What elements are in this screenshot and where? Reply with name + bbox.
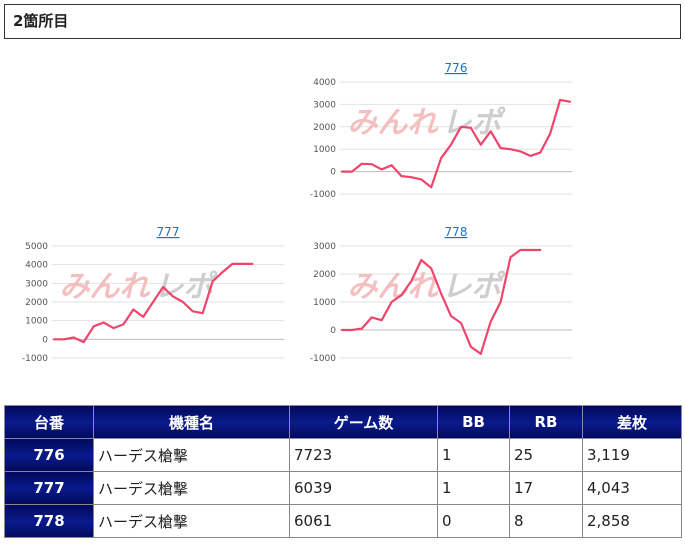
header-machine-number: 台番 xyxy=(4,405,94,439)
watermark-logo: レポ xyxy=(441,269,506,304)
section-title: 2箇所目 xyxy=(4,4,681,39)
y-tick-label: 5000 xyxy=(25,242,48,252)
y-tick-label: -1000 xyxy=(310,354,336,364)
header-rb: RB xyxy=(509,405,583,439)
machine-data-table: 台番 機種名 ゲーム数 BB RB 差枚 776 ハーデス槍撃 7723 1 2… xyxy=(4,405,682,538)
header-machine-name: 機種名 xyxy=(93,405,290,439)
difference: 4,043 xyxy=(582,471,682,505)
header-bb: BB xyxy=(437,405,510,439)
chart-777: 777 -1000 0 1000 2000 3000 4000 5000 みんれ レポ xyxy=(12,220,292,370)
table-row: 777 ハーデス槍撃 6039 1 17 4,043 xyxy=(4,471,682,505)
y-tick-label: 2000 xyxy=(313,123,336,133)
series-line xyxy=(52,262,254,344)
machine-name: ハーデス槍撃 xyxy=(93,438,290,472)
y-tick-label: -1000 xyxy=(310,190,336,200)
y-tick-label: 0 xyxy=(330,326,336,336)
bb-count: 1 xyxy=(437,438,510,472)
bb-count: 0 xyxy=(437,504,510,538)
header-game-count: ゲーム数 xyxy=(289,405,438,439)
y-tick-label: 1000 xyxy=(313,298,336,308)
y-tick-label: 4000 xyxy=(25,261,48,271)
rb-count: 17 xyxy=(509,471,583,505)
y-tick-label: 2000 xyxy=(25,298,48,308)
y-tick-label: 3000 xyxy=(313,100,336,110)
game-count: 6061 xyxy=(289,504,438,538)
machine-number: 778 xyxy=(4,504,94,538)
bb-count: 1 xyxy=(437,471,510,505)
game-count: 7723 xyxy=(289,438,438,472)
table-header-row: 台番 機種名 ゲーム数 BB RB 差枚 xyxy=(4,405,682,439)
watermark-logo: みんれ xyxy=(347,105,438,140)
difference: 2,858 xyxy=(582,504,682,538)
y-tick-label: 1000 xyxy=(25,317,48,327)
chart-title-link[interactable]: 776 xyxy=(445,61,468,75)
chart-title-link[interactable]: 778 xyxy=(445,225,468,239)
y-tick-label: 2000 xyxy=(313,270,336,280)
series-line xyxy=(340,98,572,189)
chart-title-link[interactable]: 777 xyxy=(157,225,180,239)
chart-776: 776 -1000 0 1000 2000 3000 4000 みんれ レポ xyxy=(300,56,580,206)
machine-name: ハーデス槍撃 xyxy=(93,471,290,505)
table-row: 776 ハーデス槍撃 7723 1 25 3,119 xyxy=(4,438,682,472)
y-tick-label: 3000 xyxy=(313,242,336,252)
machine-number: 776 xyxy=(4,438,94,472)
y-tick-label: 4000 xyxy=(313,78,336,88)
y-tick-label: -1000 xyxy=(22,354,48,364)
series-line xyxy=(340,248,542,355)
y-tick-label: 0 xyxy=(330,168,336,178)
machine-name: ハーデス槍撃 xyxy=(93,504,290,538)
rb-count: 8 xyxy=(509,504,583,538)
game-count: 6039 xyxy=(289,471,438,505)
y-tick-label: 1000 xyxy=(313,145,336,155)
y-tick-label: 3000 xyxy=(25,279,48,289)
header-difference: 差枚 xyxy=(582,405,682,439)
y-tick-label: 0 xyxy=(42,335,48,345)
rb-count: 25 xyxy=(509,438,583,472)
chart-778: 778 -1000 0 1000 2000 3000 みんれ レポ xyxy=(300,220,580,370)
difference: 3,119 xyxy=(582,438,682,472)
watermark-logo: みんれ xyxy=(59,269,150,304)
machine-number: 777 xyxy=(4,471,94,505)
watermark-logo: みんれ xyxy=(347,269,438,304)
chart-778-svg: 778 -1000 0 1000 2000 3000 みんれ レポ xyxy=(310,225,572,364)
table-row: 778 ハーデス槍撃 6061 0 8 2,858 xyxy=(4,504,682,538)
